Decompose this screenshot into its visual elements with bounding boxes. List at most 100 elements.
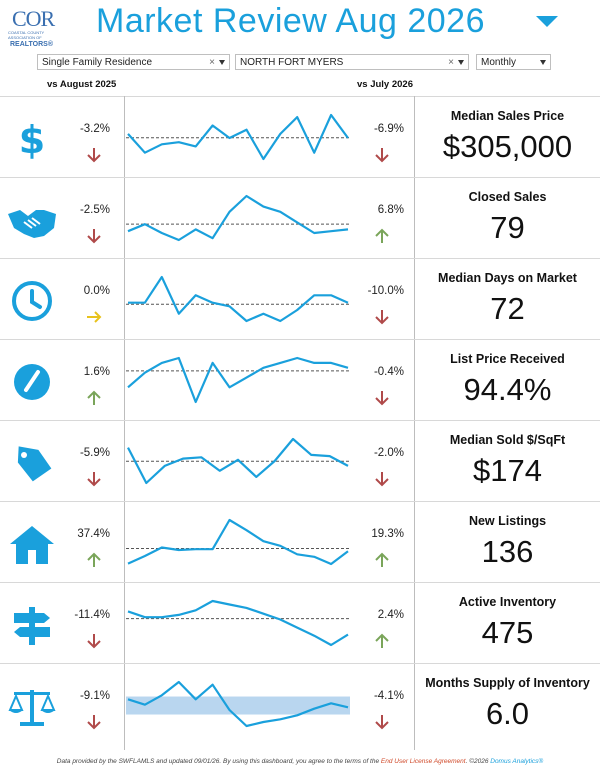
yoy-change: -9.1% <box>79 690 110 702</box>
trend-sparkline <box>126 599 350 647</box>
logo-mark: COR <box>12 6 55 31</box>
divider <box>0 258 600 259</box>
trend-sparkline <box>126 275 350 323</box>
logo-realtors: REALTORS® <box>10 41 54 48</box>
balanced-market-band <box>126 696 350 715</box>
metric-name: Closed Sales <box>468 190 547 204</box>
mom-trend-up-icon <box>375 633 389 648</box>
trend-line <box>127 113 349 161</box>
metric-row: -2.5% 6.8% Closed Sales 79 <box>0 178 600 259</box>
divider <box>0 96 600 97</box>
yoy-change: -11.4% <box>74 609 110 621</box>
clear-area-icon[interactable]: × <box>448 57 454 68</box>
metric-row: $ -3.2% -6.9% Median Sales Price $305,000 <box>0 97 600 178</box>
trend-line <box>127 356 349 404</box>
gauge-icon <box>14 364 50 400</box>
trend-line <box>127 437 349 485</box>
metric-name: List Price Received <box>450 352 565 366</box>
divider <box>0 582 600 583</box>
eula-link[interactable]: End User License Agreement <box>380 758 466 765</box>
brand-link[interactable]: Domus Analytics® <box>490 758 544 765</box>
yoy-change: -5.9% <box>79 447 110 459</box>
yoy-trend-down-icon <box>87 634 101 649</box>
scales-icon <box>8 690 56 726</box>
metric-name: Median Sales Price <box>450 109 565 123</box>
divider <box>0 663 600 664</box>
mom-trend-down-icon <box>375 391 389 406</box>
trend-line <box>127 680 349 728</box>
trend-sparkline <box>126 194 350 242</box>
house-icon <box>10 526 54 564</box>
mom-change: -0.4% <box>373 366 404 378</box>
yoy-change: 37.4% <box>77 528 110 540</box>
mom-trend-down-icon <box>375 148 389 163</box>
divider <box>0 420 600 421</box>
metric-row: -5.9% -2.0% Median Sold $/SqFt $174 <box>0 421 600 502</box>
mom-trend-down-icon <box>375 310 389 325</box>
header: COR COASTAL COUNTY ASSOCIATION OF REALTO… <box>0 0 600 48</box>
metric-value: 136 <box>481 534 534 569</box>
mom-change: 2.4% <box>377 609 404 621</box>
metric-value: 79 <box>490 210 525 245</box>
area-value: NORTH FORT MYERS <box>240 57 344 68</box>
yoy-trend-up-icon <box>87 552 101 567</box>
yoy-trend-up-icon <box>87 390 101 405</box>
handshake-icon <box>8 210 56 238</box>
chevron-down-icon <box>458 60 464 65</box>
metric-row: 1.6% -0.4% List Price Received 94.4% <box>0 340 600 421</box>
divider <box>414 96 415 750</box>
trend-sparkline <box>126 437 350 485</box>
yoy-trend-down-icon <box>87 715 101 730</box>
footer-text: Data provided by the SWFLAMLS and update… <box>56 758 381 765</box>
price-tag-icon <box>17 446 52 482</box>
yoy-change: 0.0% <box>83 285 110 297</box>
metric-name: Median Days on Market <box>438 271 577 285</box>
metric-name: Active Inventory <box>458 595 557 609</box>
trend-line <box>128 275 349 323</box>
metric-name: New Listings <box>468 514 547 528</box>
mom-change: -6.9% <box>373 123 404 135</box>
period-select[interactable]: Monthly <box>476 54 551 70</box>
title-dropdown-icon[interactable] <box>536 16 558 27</box>
trend-line <box>127 518 349 566</box>
metric-row: 0.0% -10.0% Median Days on Market 72 <box>0 259 600 340</box>
footer: Data provided by the SWFLAMLS and update… <box>0 758 600 765</box>
metric-row: 37.4% 19.3% New Listings 136 <box>0 502 600 583</box>
yoy-change: -2.5% <box>79 204 110 216</box>
logo: COR COASTAL COUNTY ASSOCIATION OF REALTO… <box>6 6 62 48</box>
metric-value: 475 <box>481 615 534 650</box>
trend-sparkline <box>126 356 350 404</box>
mom-trend-down-icon <box>375 715 389 730</box>
divider <box>0 501 600 502</box>
signpost-icon <box>14 607 50 645</box>
metric-row: -9.1% -4.1% Months Supply of Inventory 6.0 <box>0 664 600 745</box>
chevron-down-icon <box>219 60 225 65</box>
logo-org-line: COASTAL COUNTY ASSOCIATION OF <box>8 30 45 40</box>
metric-row: -11.4% 2.4% Active Inventory 475 <box>0 583 600 664</box>
footer-copyright: . ©2026 <box>465 758 491 765</box>
mom-change: -2.0% <box>373 447 404 459</box>
mom-trend-up-icon <box>375 228 389 243</box>
trend-sparkline <box>126 113 350 161</box>
right-column-label: vs July 2026 <box>357 79 413 90</box>
divider <box>0 339 600 340</box>
mom-change: 19.3% <box>371 528 404 540</box>
yoy-change: 1.6% <box>83 366 110 378</box>
yoy-change: -3.2% <box>79 123 110 135</box>
area-select[interactable]: NORTH FORT MYERS × <box>235 54 469 70</box>
mom-change: -10.0% <box>367 285 404 297</box>
metric-name: Median Sold $/SqFt <box>449 433 566 447</box>
metric-value: 94.4% <box>463 372 552 407</box>
property-type-select[interactable]: Single Family Residence × <box>37 54 230 70</box>
clock-icon <box>12 281 52 321</box>
trend-line <box>127 194 349 242</box>
left-column-label: vs August 2025 <box>47 79 117 90</box>
clear-property-type-icon[interactable]: × <box>209 57 215 68</box>
mom-change: -4.1% <box>373 690 404 702</box>
trend-sparkline <box>126 518 350 566</box>
chevron-down-icon <box>540 60 546 65</box>
mom-trend-down-icon <box>375 472 389 487</box>
metric-value: $174 <box>473 453 542 488</box>
trend-line <box>127 599 349 647</box>
yoy-trend-flat-icon <box>87 311 102 323</box>
